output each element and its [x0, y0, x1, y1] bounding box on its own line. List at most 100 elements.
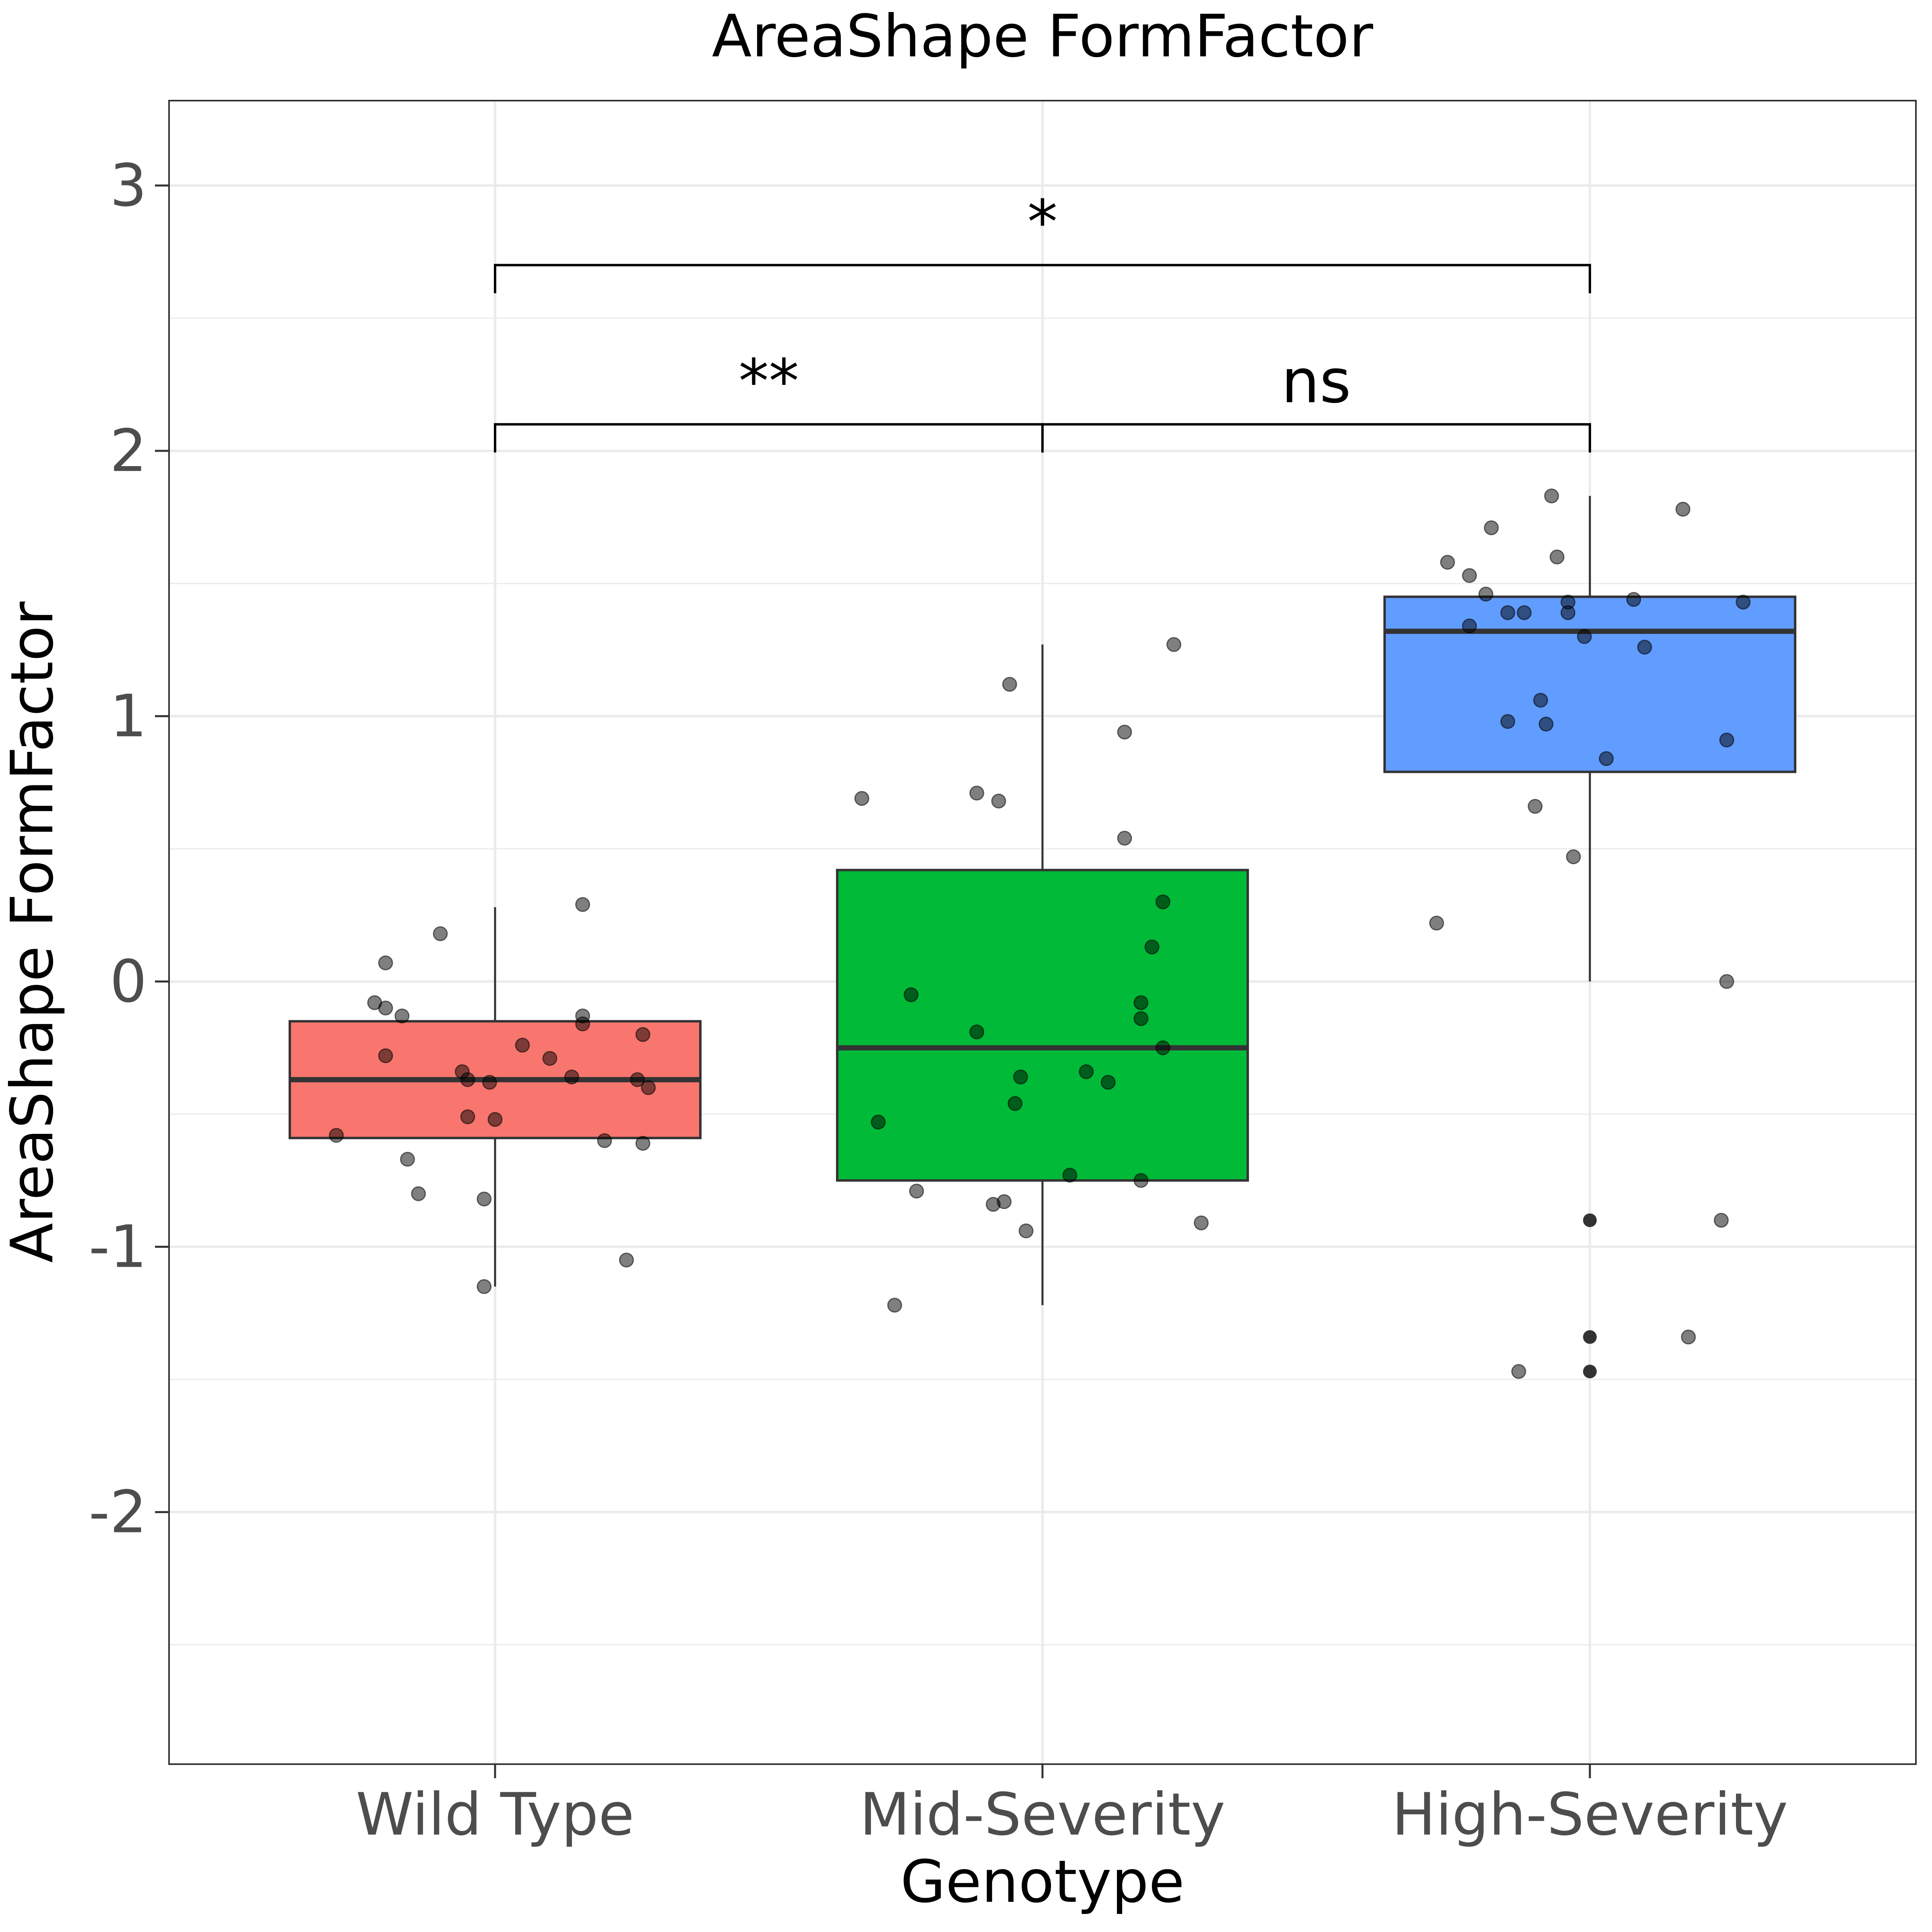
data-point — [1544, 488, 1559, 504]
jitter-points — [329, 488, 1751, 1379]
x-tick-label: Mid-Severity — [860, 1781, 1226, 1849]
data-point — [1549, 549, 1565, 565]
y-tick-label: 0 — [110, 947, 147, 1016]
x-axis-label: Genotype — [900, 1848, 1185, 1916]
data-point — [1100, 1075, 1116, 1090]
data-point — [482, 1075, 497, 1090]
data-point — [1144, 939, 1160, 955]
data-point — [378, 1048, 393, 1063]
y-axis-label: AreaShape FormFactor — [0, 601, 66, 1263]
y-tick-label: 3 — [110, 152, 147, 220]
y-tick-label: -1 — [89, 1213, 147, 1281]
data-point — [1007, 1096, 1023, 1111]
data-point — [1681, 1329, 1696, 1345]
data-point — [1133, 995, 1149, 1010]
data-point — [487, 1112, 503, 1127]
significance-label: * — [1028, 188, 1058, 258]
data-point — [1155, 894, 1170, 910]
data-point — [515, 1038, 530, 1053]
data-point — [1538, 716, 1554, 732]
y-tick-label: 2 — [110, 417, 147, 485]
data-point — [575, 897, 590, 912]
significance-bracket — [1041, 423, 1591, 453]
data-point — [477, 1191, 492, 1207]
data-point — [378, 955, 393, 970]
data-point — [887, 1298, 902, 1313]
data-point — [1500, 714, 1515, 729]
data-point — [564, 1069, 579, 1085]
data-point — [1577, 629, 1592, 644]
data-point — [411, 1186, 426, 1201]
data-point — [1637, 640, 1652, 655]
data-point — [1719, 733, 1734, 748]
outlier-point — [1583, 1364, 1597, 1379]
data-point — [635, 1136, 650, 1151]
data-point — [1166, 637, 1181, 652]
data-point — [1429, 915, 1444, 931]
data-point — [641, 1080, 656, 1095]
data-point — [1736, 594, 1751, 610]
data-point — [991, 793, 1006, 809]
data-point — [575, 1016, 590, 1032]
significance-brackets: ** ns * — [494, 188, 1591, 453]
data-point — [1018, 1223, 1034, 1238]
data-point — [477, 1279, 492, 1294]
data-point — [1193, 1215, 1209, 1230]
data-point — [1462, 568, 1477, 583]
data-point — [1527, 799, 1543, 814]
significance-label: ** — [739, 347, 799, 417]
data-point — [909, 1183, 924, 1199]
data-point — [1719, 974, 1734, 989]
data-point — [1062, 1168, 1077, 1183]
data-point — [1599, 751, 1614, 766]
y-tick-label: 1 — [110, 682, 147, 750]
axes: -2 -1 0 1 2 3 Wild Type Mid-Severity High-Severi… — [89, 152, 1788, 1849]
data-point — [433, 926, 448, 941]
data-point — [1133, 1011, 1149, 1026]
data-point — [1484, 520, 1499, 535]
data-point — [1462, 618, 1477, 634]
box-1 — [836, 869, 1249, 1182]
significance-bracket — [494, 264, 1591, 293]
data-point — [854, 791, 869, 806]
data-point — [986, 1197, 1001, 1212]
data-point — [1675, 502, 1690, 517]
data-point — [1517, 605, 1532, 620]
box-2 — [1383, 595, 1796, 773]
data-point — [1566, 849, 1581, 865]
significance-label: ns — [1281, 347, 1351, 417]
data-point — [1117, 830, 1132, 846]
outlier-point — [1583, 1213, 1597, 1227]
data-point — [329, 1128, 344, 1143]
data-point — [597, 1133, 612, 1148]
data-point — [1133, 1173, 1149, 1188]
data-point — [1713, 1213, 1729, 1228]
data-point — [1560, 605, 1576, 620]
data-point — [635, 1027, 650, 1042]
data-point — [1626, 592, 1641, 607]
data-point — [1478, 586, 1494, 602]
data-point — [1013, 1069, 1028, 1085]
data-point — [871, 1115, 886, 1130]
data-point — [460, 1109, 475, 1125]
data-point — [1533, 693, 1548, 708]
outlier-point — [1583, 1330, 1597, 1344]
data-point — [969, 785, 985, 801]
data-point — [969, 1024, 985, 1040]
data-point — [542, 1051, 557, 1066]
data-point — [630, 1072, 645, 1087]
data-point — [1500, 605, 1515, 620]
data-point — [1511, 1364, 1526, 1379]
data-point — [400, 1152, 415, 1167]
data-point — [1117, 724, 1132, 740]
data-point — [394, 1008, 410, 1024]
data-point — [1002, 677, 1017, 692]
y-tick-label: -2 — [89, 1478, 147, 1546]
data-point — [378, 1000, 393, 1016]
chart-title: AreaShape FormFactor — [712, 2, 1373, 70]
data-point — [1440, 555, 1455, 570]
data-point — [1155, 1040, 1170, 1055]
data-point — [460, 1072, 475, 1087]
data-point — [619, 1253, 634, 1268]
